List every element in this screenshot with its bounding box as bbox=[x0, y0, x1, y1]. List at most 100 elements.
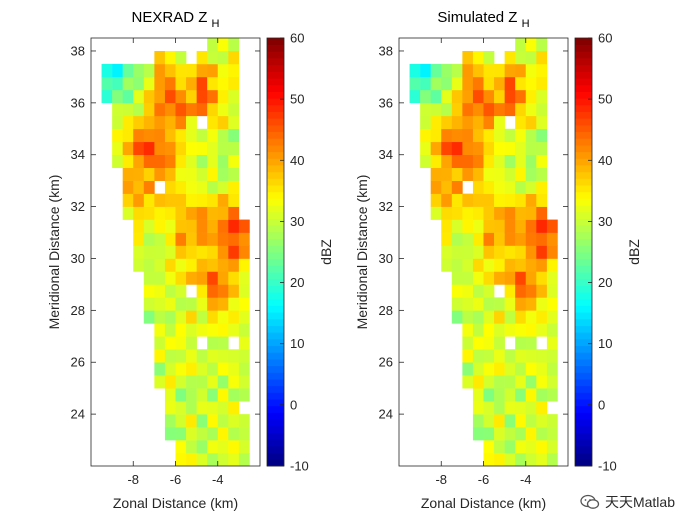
heatmap-cell bbox=[207, 336, 219, 350]
heatmap-cell bbox=[525, 336, 537, 350]
heatmap-cell bbox=[462, 167, 474, 181]
colorbar-segment bbox=[267, 285, 284, 293]
heatmap-cell bbox=[494, 349, 505, 363]
heatmap-cell bbox=[525, 115, 537, 130]
heatmap-cell bbox=[483, 362, 495, 376]
heatmap-cell bbox=[546, 219, 558, 233]
heatmap-cell bbox=[164, 219, 176, 233]
heatmap-cell bbox=[207, 427, 219, 441]
heatmap-cell bbox=[546, 336, 558, 350]
heatmap-cell bbox=[228, 141, 240, 156]
heatmap-cell bbox=[515, 219, 527, 233]
heatmap-cell bbox=[196, 89, 208, 104]
heatmap-cell bbox=[546, 284, 558, 298]
heatmap-cell bbox=[175, 427, 187, 441]
heatmap-cell bbox=[122, 128, 134, 143]
colorbar-segment bbox=[267, 405, 284, 413]
heatmap-cell bbox=[196, 167, 208, 181]
heatmap-cell bbox=[196, 414, 208, 428]
heatmap-cell bbox=[175, 115, 187, 130]
colorbar-segment bbox=[575, 298, 592, 306]
heatmap-cell bbox=[196, 284, 208, 298]
heatmap-cell bbox=[483, 245, 495, 259]
heatmap-cell bbox=[515, 388, 527, 402]
heatmap-cell bbox=[525, 258, 537, 272]
colorbar-segment bbox=[267, 51, 284, 59]
colorbar-segment bbox=[267, 359, 284, 367]
heatmap-cell bbox=[536, 206, 548, 220]
heatmap-cell bbox=[228, 193, 240, 207]
heatmap-cell bbox=[154, 232, 166, 246]
heatmap-cell bbox=[525, 89, 537, 104]
heatmap-cell bbox=[536, 297, 548, 311]
heatmap-cell bbox=[186, 323, 197, 337]
y-tick-label: 30 bbox=[379, 251, 393, 266]
colorbar-segment bbox=[575, 118, 592, 126]
heatmap-cell bbox=[441, 154, 453, 168]
heatmap-cell bbox=[196, 427, 208, 441]
heatmap-cell bbox=[430, 154, 442, 168]
x-tick-label: -6 bbox=[478, 472, 490, 487]
colorbar-segment bbox=[267, 318, 284, 326]
colorbar-segment bbox=[267, 71, 284, 79]
heatmap-cell bbox=[228, 349, 240, 363]
heatmap-cell bbox=[217, 401, 229, 415]
heatmap-cell bbox=[441, 128, 453, 143]
heatmap-cell bbox=[186, 453, 197, 467]
heatmap-cell bbox=[122, 102, 134, 117]
heatmap-cell bbox=[133, 180, 145, 194]
heatmap-cell bbox=[462, 89, 474, 104]
heatmap-cell bbox=[504, 258, 516, 272]
heatmap-cell bbox=[186, 76, 197, 91]
heatmap-cell bbox=[472, 271, 484, 285]
heatmap-cells bbox=[101, 38, 250, 467]
heatmap-cell bbox=[186, 193, 197, 207]
colorbar-segment bbox=[267, 131, 284, 139]
heatmap-cell bbox=[143, 102, 155, 117]
heatmap-cell bbox=[483, 258, 495, 272]
heatmap-cell bbox=[154, 89, 166, 104]
heatmap-cell bbox=[546, 297, 558, 311]
chart-title: Simulated Z H bbox=[437, 9, 529, 30]
heatmap-cell bbox=[207, 453, 219, 467]
heatmap-cell bbox=[494, 258, 505, 272]
heatmap-cell bbox=[483, 401, 495, 415]
colorbar-box bbox=[574, 37, 593, 467]
heatmap-cell bbox=[546, 414, 558, 428]
heatmap-cell bbox=[504, 141, 516, 156]
heatmap-cell bbox=[133, 232, 145, 246]
heatmap-cell bbox=[196, 440, 208, 454]
heatmap-cell bbox=[546, 323, 558, 337]
heatmap-cell bbox=[494, 63, 505, 78]
colorbar-segment bbox=[575, 258, 592, 266]
heatmap-cell bbox=[525, 388, 537, 402]
heatmap-cell bbox=[472, 102, 484, 117]
heatmap-cell bbox=[207, 206, 219, 220]
heatmap-cell bbox=[154, 50, 166, 65]
heatmap-cell bbox=[207, 258, 219, 272]
heatmap-cell bbox=[441, 115, 453, 130]
colorbar-tick-label: 40 bbox=[598, 153, 612, 168]
heatmap-cell bbox=[228, 167, 240, 181]
heatmap-cell bbox=[217, 50, 229, 65]
colorbar-segment bbox=[267, 345, 284, 353]
heatmap-cell bbox=[217, 440, 229, 454]
heatmap-cell bbox=[504, 76, 516, 91]
heatmap-cell bbox=[175, 284, 187, 298]
heatmap-cell bbox=[536, 63, 548, 78]
heatmap-cell bbox=[504, 375, 516, 389]
heatmap-cell bbox=[472, 115, 484, 130]
colorbar-tick-label: 20 bbox=[598, 275, 612, 290]
heatmap-cell bbox=[515, 414, 527, 428]
heatmap-cell bbox=[228, 76, 240, 91]
heatmap-cell bbox=[228, 245, 240, 259]
x-tick-label: -4 bbox=[520, 472, 532, 487]
heatmap-cell bbox=[483, 271, 495, 285]
heatmap-cell bbox=[217, 128, 229, 143]
heatmap-cell bbox=[238, 271, 250, 285]
heatmap-cell bbox=[186, 414, 197, 428]
heatmap-cell bbox=[536, 219, 548, 233]
heatmap-cell bbox=[483, 76, 495, 91]
heatmap-cell bbox=[217, 193, 229, 207]
heatmap-cell bbox=[186, 440, 197, 454]
